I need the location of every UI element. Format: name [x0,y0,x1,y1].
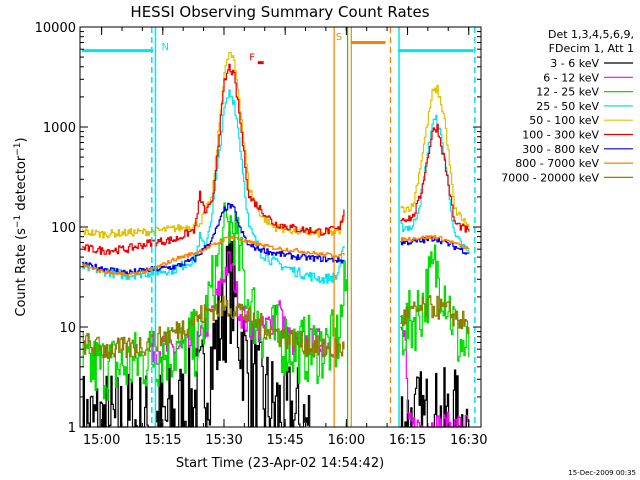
y-axis-label: Count Rate (s−1 detector−1) [13,137,29,316]
chart-title: HESSI Observing Summary Count Rates [130,3,429,21]
series-300-800-keV-line [82,202,470,275]
series-800-7000-keV-line [82,235,470,278]
y-tick-label: 10 [59,321,76,336]
series-path [400,295,470,335]
legend: Det 1,3,4,5,6,9, FDecim 1, Att 1 3 - 6 k… [501,28,634,184]
annotation-layer: N S F [82,27,476,427]
marker-n: N [162,42,169,53]
y-tick-label: 1 [68,421,76,436]
footer-timestamp: 15-Dec-2009 00:35 [568,469,636,477]
series-7000-20000-keV-line [82,295,470,360]
legend-label: 6 - 12 keV [543,71,599,84]
series-100-300-keV-line [82,63,470,255]
series-path [400,367,470,428]
y-tick-label: 10000 [35,21,76,36]
y-tick-label: 100 [51,221,76,236]
legend-header-2: FDecim 1, Att 1 [549,42,634,55]
legend-label: 300 - 800 keV [522,143,599,156]
series-path [400,235,470,250]
plot-area: N S F [79,26,482,428]
series-path [400,124,470,233]
legend-label: 3 - 6 keV [550,57,599,70]
marker-s: S [336,32,342,43]
marker-f: F [249,53,255,64]
series-path [400,244,470,362]
x-tick-label: 16:00 [328,433,365,448]
legend-label: 7000 - 20000 keV [501,171,599,184]
y-axis: 1 10 100 1000 10000 [35,21,481,436]
series-path [400,235,470,255]
x-tick-label: 15:30 [205,433,242,448]
y-tick-label: 1000 [43,121,76,136]
x-axis: 15:00 15:15 15:30 15:45 16:00 16:15 16:30 [83,27,487,448]
legend-label: 100 - 300 keV [522,129,599,142]
legend-label: 25 - 50 keV [536,100,599,113]
series-path [82,295,345,360]
legend-label: 50 - 100 keV [529,114,599,127]
legend-label: 12 - 25 keV [536,86,599,99]
x-tick-label: 16:30 [450,433,487,448]
series-path [82,63,345,255]
series-path [82,235,345,278]
series-path [400,114,470,253]
x-tick-label: 15:00 [83,433,120,448]
legend-header-1: Det 1,3,4,5,6,9, [548,28,634,41]
series-path [400,84,470,227]
x-axis-label: Start Time (23-Apr-02 14:54:42) [176,456,384,471]
legend-label: 800 - 7000 keV [515,157,599,170]
series-path [82,202,347,401]
x-tick-label: 15:45 [266,433,303,448]
series-layer [82,52,470,428]
series-path [82,202,345,275]
series-50-100-keV-line [82,52,470,239]
series-12-25-keV-line [82,202,470,401]
x-tick-label: 16:15 [389,433,426,448]
x-tick-label: 15:15 [144,433,181,448]
